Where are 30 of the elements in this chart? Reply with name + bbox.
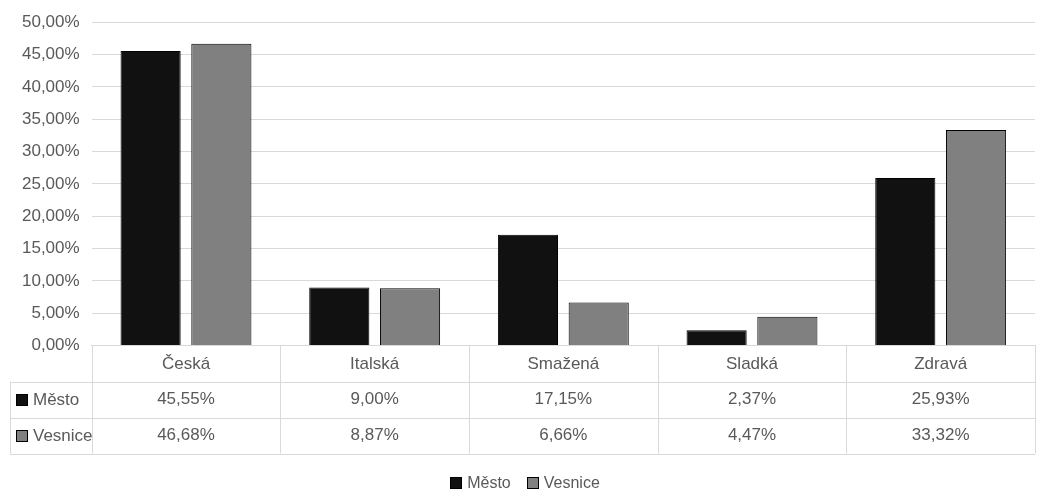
x-tick-label: Česká (161, 354, 211, 374)
x-tick-label: Sladká (726, 354, 779, 374)
data-label: 8,87% (350, 425, 399, 445)
y-tick-label: 15,00% (21, 238, 80, 258)
y-tick-label: 50,00% (21, 11, 80, 31)
data-label: 45,55% (157, 389, 215, 409)
legend-label: Město (33, 389, 80, 410)
y-tick-label: 5,00% (31, 302, 80, 322)
data-label: 33,32% (911, 425, 970, 445)
data-label: 6,66% (539, 425, 588, 445)
data-label: 2,37% (727, 389, 777, 409)
data-label: 9,00% (350, 389, 399, 409)
legend-label: Vesnice (33, 425, 93, 446)
y-tick-label: 20,00% (21, 205, 80, 225)
y-tick-label: 0,00% (31, 335, 80, 355)
text: Vesnice (543, 474, 600, 491)
data-label: 17,15% (534, 389, 593, 409)
y-tick-label: 35,00% (21, 108, 80, 128)
data-label: 25,93% (911, 389, 970, 409)
y-tick-label: 10,00% (21, 270, 80, 290)
y-tick-label: 25,00% (21, 173, 80, 193)
y-tick-label: 30,00% (21, 141, 80, 161)
x-tick-label: Zdravá (914, 354, 968, 374)
data-label: 46,68% (157, 425, 215, 445)
y-tick-label: 40,00% (21, 76, 80, 96)
text: Město (467, 474, 511, 491)
x-tick-label: Italská (350, 354, 400, 374)
data-label: 4,47% (727, 425, 777, 445)
x-tick-label: Smažená (527, 354, 600, 374)
y-tick-label: 45,00% (21, 44, 80, 64)
